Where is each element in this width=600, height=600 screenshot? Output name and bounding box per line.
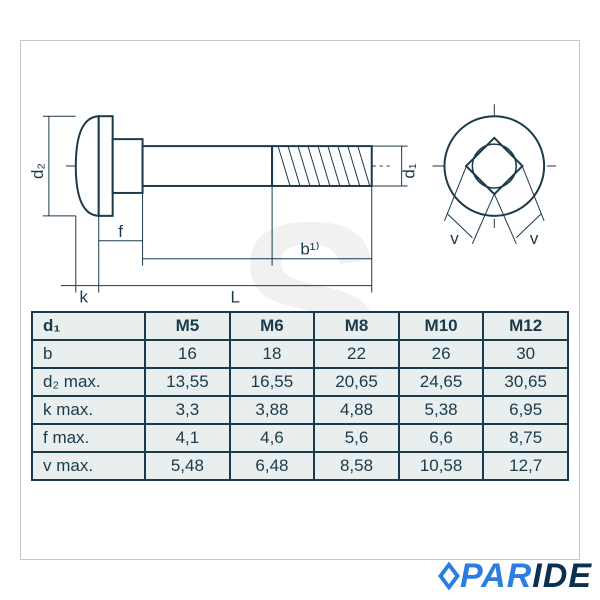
table-row: b 16 18 22 26 30: [32, 340, 568, 368]
brand-logo: PARIDE: [440, 557, 592, 596]
col-header: M6: [230, 312, 315, 340]
label-d2: d₂: [28, 163, 47, 179]
cell: 20,65: [314, 368, 399, 396]
logo-diamond-icon: [438, 561, 460, 590]
cell: 18: [230, 340, 315, 368]
table-row: d₂ max. 13,55 16,55 20,65 24,65 30,65: [32, 368, 568, 396]
label-k: k: [80, 288, 89, 307]
cell: 5,48: [145, 452, 230, 480]
cell: 4,6: [230, 424, 315, 452]
bolt-diagram: d₂ d₁ f b¹⁾ k L: [21, 41, 579, 311]
cell: 26: [399, 340, 484, 368]
cell: 8,58: [314, 452, 399, 480]
cell: 24,65: [399, 368, 484, 396]
table-row: f max. 4,1 4,6 5,6 6,6 8,75: [32, 424, 568, 452]
col-header: M5: [145, 312, 230, 340]
cell: 22: [314, 340, 399, 368]
label-f: f: [118, 222, 123, 241]
col-header: M12: [483, 312, 568, 340]
cell: 16: [145, 340, 230, 368]
row-label: v max.: [32, 452, 145, 480]
table-header-row: d₁ M5 M6 M8 M10 M12: [32, 312, 568, 340]
cell: 12,7: [483, 452, 568, 480]
label-b1: b¹⁾: [300, 240, 319, 259]
cell: 4,1: [145, 424, 230, 452]
header-key-cell: d₁: [32, 312, 145, 340]
spec-table-area: d₁ M5 M6 M8 M10 M12 b 16 18 22 26 30 d₂ …: [21, 311, 579, 481]
row-label: k max.: [32, 396, 145, 424]
logo-text: PARIDE: [460, 557, 592, 596]
table-row: v max. 5,48 6,48 8,58 10,58 12,7: [32, 452, 568, 480]
label-d1: d₁: [400, 163, 419, 178]
cell: 3,3: [145, 396, 230, 424]
cell: 5,6: [314, 424, 399, 452]
cell: 30: [483, 340, 568, 368]
row-label: f max.: [32, 424, 145, 452]
cell: 4,88: [314, 396, 399, 424]
cell: 13,55: [145, 368, 230, 396]
spec-table: d₁ M5 M6 M8 M10 M12 b 16 18 22 26 30 d₂ …: [31, 311, 569, 481]
row-label: b: [32, 340, 145, 368]
diagram-area: d₂ d₁ f b¹⁾ k L: [21, 41, 579, 311]
label-v-right: v: [530, 229, 539, 248]
cell: 8,75: [483, 424, 568, 452]
cell: 5,38: [399, 396, 484, 424]
label-L: L: [231, 288, 240, 307]
table-row: k max. 3,3 3,88 4,88 5,38 6,95: [32, 396, 568, 424]
cell: 3,88: [230, 396, 315, 424]
content-frame: d₂ d₁ f b¹⁾ k L: [20, 40, 580, 560]
cell: 6,95: [483, 396, 568, 424]
label-v-left: v: [450, 229, 459, 248]
col-header: M10: [399, 312, 484, 340]
cell: 16,55: [230, 368, 315, 396]
cell: 10,58: [399, 452, 484, 480]
cell: 30,65: [483, 368, 568, 396]
row-label: d₂ max.: [32, 368, 145, 396]
cell: 6,48: [230, 452, 315, 480]
col-header: M8: [314, 312, 399, 340]
cell: 6,6: [399, 424, 484, 452]
